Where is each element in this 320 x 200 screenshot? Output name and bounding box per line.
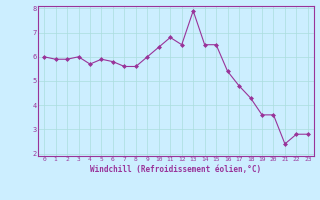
X-axis label: Windchill (Refroidissement éolien,°C): Windchill (Refroidissement éolien,°C) [91,165,261,174]
